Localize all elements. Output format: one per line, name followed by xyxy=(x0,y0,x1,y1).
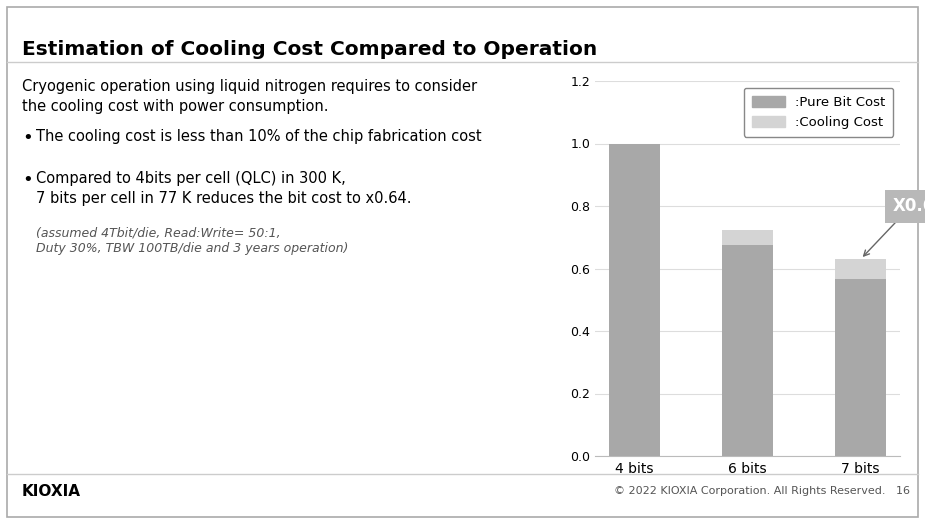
Text: •: • xyxy=(22,129,32,147)
Bar xyxy=(835,259,886,279)
Text: The cooling cost is less than 10% of the chip fabrication cost: The cooling cost is less than 10% of the… xyxy=(36,129,482,144)
Legend: :Pure Bit Cost, :Cooling Cost: :Pure Bit Cost, :Cooling Cost xyxy=(744,88,894,137)
Text: Duty 30%, TBW 100TB/die and 3 years operation): Duty 30%, TBW 100TB/die and 3 years oper… xyxy=(36,242,349,255)
Text: 7 bits per cell in 77 K reduces the bit cost to x0.64.: 7 bits per cell in 77 K reduces the bit … xyxy=(36,191,412,206)
Text: X0.64: X0.64 xyxy=(893,197,925,215)
Text: Compared to 4bits per cell (QLC) in 300 K,: Compared to 4bits per cell (QLC) in 300 … xyxy=(36,171,346,186)
Text: © 2022 KIOXIA Corporation. All Rights Reserved.   16: © 2022 KIOXIA Corporation. All Rights Re… xyxy=(614,486,910,496)
Bar xyxy=(722,230,773,245)
Bar xyxy=(835,279,886,456)
Text: •: • xyxy=(22,171,32,189)
Text: (assumed 4Tbit/die, Read:Write= 50:1,: (assumed 4Tbit/die, Read:Write= 50:1, xyxy=(36,226,280,239)
Text: KIOXIA: KIOXIA xyxy=(22,484,81,498)
Bar xyxy=(722,245,773,456)
Text: the cooling cost with power consumption.: the cooling cost with power consumption. xyxy=(22,99,328,114)
Text: Estimation of Cooling Cost Compared to Operation: Estimation of Cooling Cost Compared to O… xyxy=(22,40,598,59)
Text: Cryogenic operation using liquid nitrogen requires to consider: Cryogenic operation using liquid nitroge… xyxy=(22,79,477,94)
Bar xyxy=(609,144,660,456)
